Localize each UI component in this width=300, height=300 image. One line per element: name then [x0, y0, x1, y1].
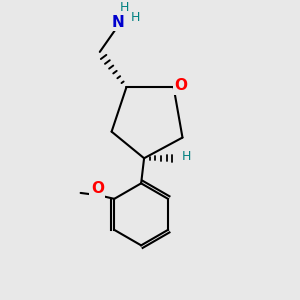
Text: H: H	[182, 150, 191, 163]
Text: N: N	[111, 15, 124, 30]
Text: H: H	[120, 1, 130, 13]
Text: H: H	[131, 11, 140, 24]
Text: O: O	[91, 181, 104, 196]
Text: O: O	[175, 78, 188, 93]
